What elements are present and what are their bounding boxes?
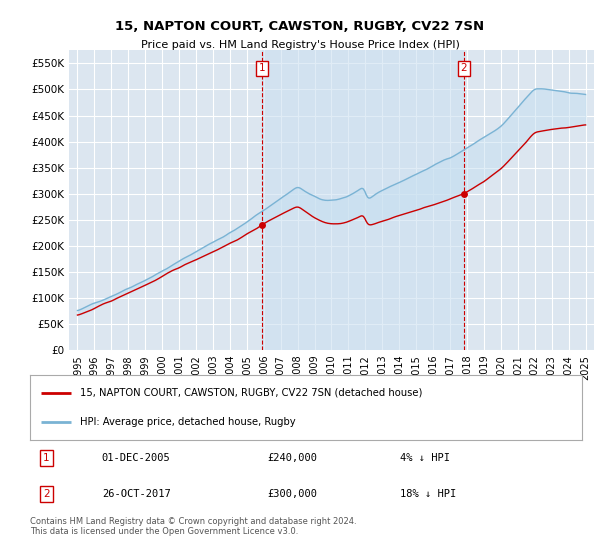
Text: 2: 2 bbox=[43, 489, 50, 499]
Text: Contains HM Land Registry data © Crown copyright and database right 2024.
This d: Contains HM Land Registry data © Crown c… bbox=[30, 517, 356, 536]
Bar bbox=[262, 50, 464, 350]
Text: 15, NAPTON COURT, CAWSTON, RUGBY, CV22 7SN (detached house): 15, NAPTON COURT, CAWSTON, RUGBY, CV22 7… bbox=[80, 388, 422, 398]
Text: £240,000: £240,000 bbox=[268, 453, 317, 463]
Text: 15, NAPTON COURT, CAWSTON, RUGBY, CV22 7SN: 15, NAPTON COURT, CAWSTON, RUGBY, CV22 7… bbox=[115, 20, 485, 32]
Text: 1: 1 bbox=[43, 453, 50, 463]
Text: 2: 2 bbox=[461, 63, 467, 73]
Text: 1: 1 bbox=[259, 63, 266, 73]
Text: 4% ↓ HPI: 4% ↓ HPI bbox=[400, 453, 450, 463]
Text: 01-DEC-2005: 01-DEC-2005 bbox=[102, 453, 170, 463]
Text: HPI: Average price, detached house, Rugby: HPI: Average price, detached house, Rugb… bbox=[80, 417, 295, 427]
Text: Price paid vs. HM Land Registry's House Price Index (HPI): Price paid vs. HM Land Registry's House … bbox=[140, 40, 460, 50]
Text: 18% ↓ HPI: 18% ↓ HPI bbox=[400, 489, 456, 499]
Text: 26-OCT-2017: 26-OCT-2017 bbox=[102, 489, 170, 499]
Text: £300,000: £300,000 bbox=[268, 489, 317, 499]
